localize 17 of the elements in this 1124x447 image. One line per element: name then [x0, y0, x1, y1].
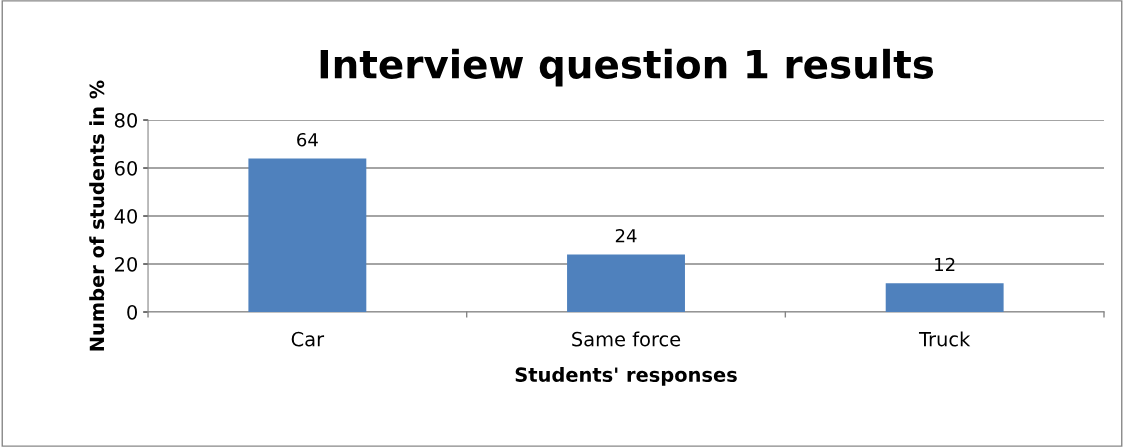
data-label: 64	[297, 132, 318, 147]
x-tick-label: Truck	[918, 331, 971, 347]
y-tick-label: 0	[127, 304, 138, 320]
bar	[567, 254, 685, 313]
data-label: 12	[935, 257, 955, 272]
chart-title: Interview question 1 results	[320, 48, 934, 87]
y-tick-label: 80	[114, 112, 138, 128]
x-tick-label: Car	[291, 331, 325, 347]
x-axis-title: Students' responses	[515, 366, 737, 386]
y-tick-label: 60	[114, 160, 138, 176]
y-axis-title: Number of students in %	[89, 80, 105, 351]
bar	[885, 283, 1004, 313]
y-tick-label: 20	[114, 256, 138, 272]
x-tick-label: Same force	[572, 331, 681, 347]
bar	[248, 158, 367, 313]
data-label: 24	[615, 228, 637, 243]
y-tick-label: 40	[114, 208, 138, 224]
